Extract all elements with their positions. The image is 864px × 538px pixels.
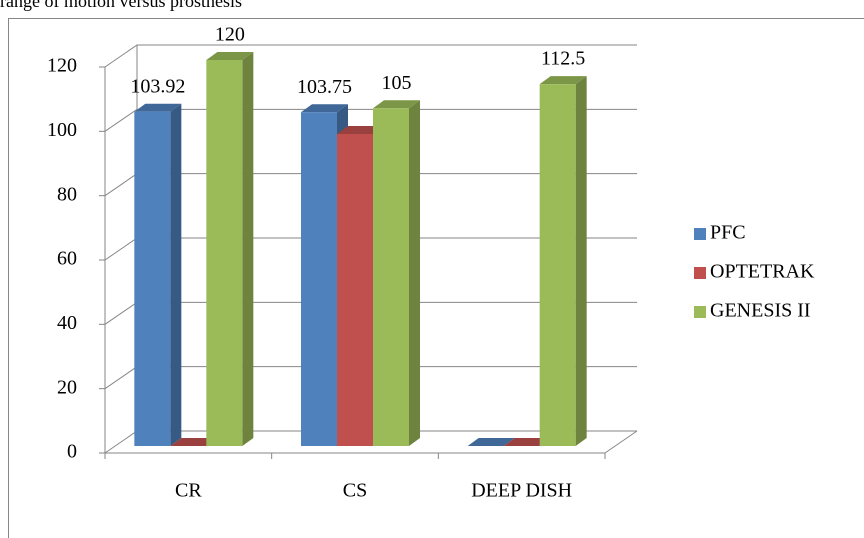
bar [539, 76, 587, 446]
bar [134, 103, 182, 446]
bar-front [134, 111, 171, 446]
chart-title: range of motion versus prosthesis [0, 0, 242, 11]
bar-top [170, 438, 218, 446]
x-tick-label: CR [175, 480, 202, 502]
bar-front [539, 84, 576, 446]
legend-label: GENESIS II [710, 300, 811, 322]
bar-side [242, 52, 254, 446]
bar [206, 52, 254, 446]
bar-front [373, 108, 409, 446]
bar-side [170, 103, 182, 446]
legend-swatch [694, 228, 706, 240]
bar-top [301, 104, 348, 113]
chart-border [8, 18, 864, 538]
legend-swatch [694, 267, 706, 279]
bar [467, 438, 515, 446]
bar-top [467, 438, 515, 446]
bar-top [539, 76, 587, 85]
bar-top [206, 52, 254, 60]
bar-front [206, 60, 243, 446]
bar-top [503, 438, 551, 446]
bar [170, 438, 218, 446]
bar-front [301, 112, 337, 446]
data-label: 105 [382, 72, 412, 94]
legend-label: PFC [710, 222, 746, 244]
bar-side [409, 100, 420, 446]
bar-front [337, 133, 373, 446]
y-tick-label: 20 [57, 376, 77, 398]
x-tick-label: CS [343, 480, 367, 502]
y-tick-label: 0 [67, 441, 77, 463]
x-tick-label: DEEP DISH [471, 480, 572, 502]
legend-swatch [694, 306, 706, 318]
y-tick-label: 120 [47, 55, 77, 77]
legend-label: OPTETRAK [710, 261, 815, 283]
data-label: 120 [215, 24, 245, 46]
bar-top [337, 125, 384, 134]
bar [373, 100, 420, 446]
bar-top [134, 103, 182, 112]
y-tick-label: 100 [47, 119, 77, 141]
data-label: 103.92 [130, 75, 185, 97]
data-label: 112.5 [541, 48, 585, 70]
bar-side [575, 76, 587, 446]
bar-top [373, 100, 420, 109]
axis-line [604, 430, 638, 454]
y-tick-label: 80 [57, 183, 77, 205]
y-tick-label: 40 [57, 312, 77, 334]
y-tick-label: 60 [57, 248, 77, 270]
data-label: 103.75 [297, 76, 352, 98]
bar [503, 438, 551, 446]
